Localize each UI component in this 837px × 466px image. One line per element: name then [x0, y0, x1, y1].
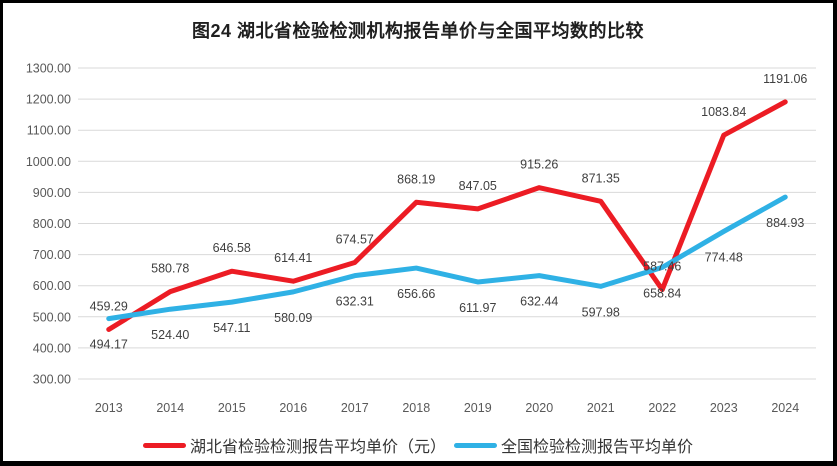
legend-item-hubei: 湖北省检验检测报告平均单价（元） [142, 433, 446, 457]
y-axis-tick-label: 300.00 [33, 373, 71, 387]
y-axis-tick-label: 1300.00 [26, 62, 71, 76]
x-axis-tick-label: 2023 [710, 401, 738, 415]
x-axis-tick-label: 2015 [218, 401, 246, 415]
data-point-label: 868.19 [397, 172, 435, 186]
chart-legend: 湖北省检验检测报告平均单价（元） 全国检验检测报告平均单价 [3, 433, 833, 457]
data-point-label: 1083.84 [701, 105, 746, 119]
hubei-line-swatch [142, 442, 186, 448]
data-point-label: 1191.06 [763, 72, 807, 86]
data-point-label: 587.46 [643, 260, 681, 274]
y-axis-tick-label: 800.00 [33, 217, 71, 231]
data-point-label: 871.35 [582, 171, 620, 185]
y-axis-tick-label: 600.00 [33, 279, 71, 293]
y-axis-tick-label: 900.00 [33, 186, 71, 200]
x-axis-tick-label: 2021 [587, 401, 615, 415]
data-point-label: 580.78 [151, 262, 189, 276]
x-axis-tick-label: 2016 [279, 401, 307, 415]
data-point-label: 915.26 [520, 158, 558, 172]
data-point-label: 459.29 [90, 299, 128, 313]
series-line [106, 194, 788, 322]
legend-item-national: 全国检验检测报告平均单价 [454, 433, 693, 457]
y-axis-tick-label: 400.00 [33, 341, 71, 355]
data-point-label: 847.05 [459, 179, 497, 193]
data-point-label: 494.17 [90, 338, 128, 352]
y-axis-tick-label: 500.00 [33, 310, 71, 324]
data-point-label: 614.41 [274, 251, 312, 265]
x-axis-tick-label: 2018 [402, 401, 430, 415]
y-axis-tick-label: 1100.00 [27, 124, 71, 138]
x-axis-tick-label: 2017 [341, 401, 369, 415]
national-line-swatch [454, 442, 497, 448]
chart-title: 图24 湖北省检验检测机构报告单价与全国平均数的比较 [191, 21, 645, 41]
data-point-label: 884.93 [766, 216, 804, 230]
line-chart: 300.00 400.00 500.00 600.00 700.00 800.00 900.… [26, 62, 816, 415]
data-point-label: 611.97 [459, 301, 496, 315]
series-line [106, 99, 788, 332]
y-axis-tick-label: 1200.00 [26, 93, 71, 107]
legend-label-hubei: 湖北省检验检测报告平均单价（元） [189, 439, 446, 456]
data-point-label: 674.57 [336, 233, 374, 247]
data-point-label: 547.11 [213, 321, 250, 335]
data-point-label: 632.44 [520, 295, 558, 309]
data-point-label: 524.40 [151, 328, 189, 342]
data-point-label: 597.98 [582, 305, 620, 319]
x-axis-tick-label: 2013 [95, 401, 123, 415]
y-axis-tick-label: 700.00 [33, 248, 71, 262]
x-axis-tick-label: 2024 [771, 401, 799, 415]
data-point-label: 646.58 [213, 241, 251, 255]
data-point-label: 774.48 [705, 250, 743, 264]
data-point-label: 656.66 [397, 287, 435, 301]
x-axis-tick-label: 2014 [156, 401, 184, 415]
data-point-label: 580.09 [274, 311, 312, 325]
y-axis-tick-label: 1000.00 [26, 155, 71, 169]
data-point-label: 658.84 [643, 286, 681, 300]
data-point-label: 632.31 [336, 295, 374, 309]
x-axis-tick-label: 2020 [525, 401, 553, 415]
x-axis-tick-label: 2022 [648, 401, 676, 415]
legend-label-national: 全国检验检测报告平均单价 [501, 439, 694, 456]
x-axis-tick-label: 2019 [464, 401, 492, 415]
